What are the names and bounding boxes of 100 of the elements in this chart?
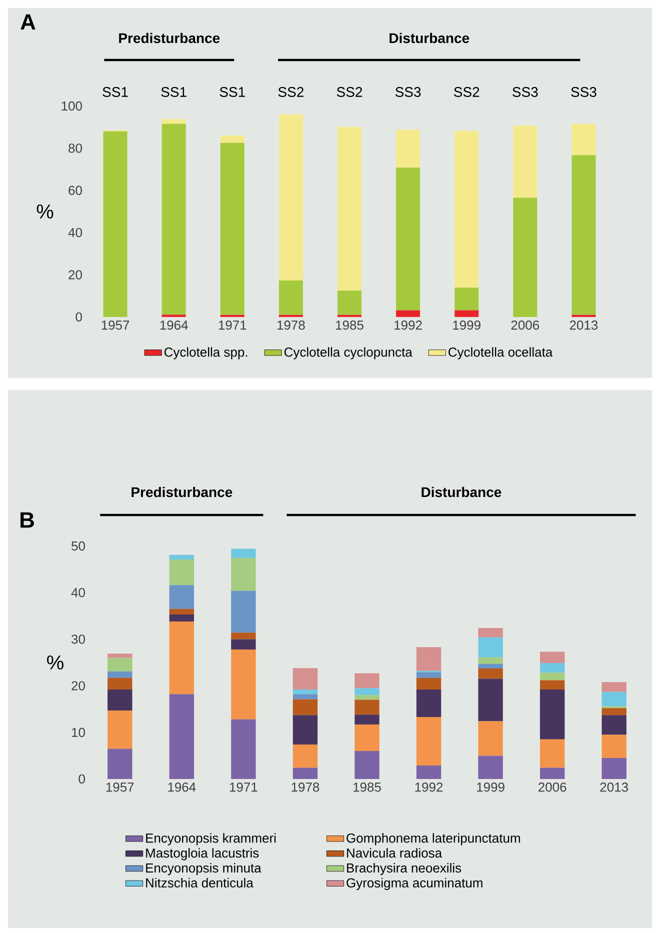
bar xyxy=(540,672,565,680)
bar xyxy=(354,688,380,696)
text: SS1 xyxy=(161,87,186,97)
x-tick-label: 1978 xyxy=(292,782,320,792)
bar xyxy=(513,198,538,317)
x-tick-label: 1957 xyxy=(106,782,134,792)
x-tick-label: 1992 xyxy=(415,782,443,792)
legend-label: Encyonopsis krammeri xyxy=(146,833,276,846)
x-tick-label: 1957 xyxy=(102,320,130,330)
bar xyxy=(169,554,194,560)
y-tick-label: 50 xyxy=(72,541,85,551)
bar xyxy=(231,558,256,591)
bar xyxy=(169,694,194,779)
bar xyxy=(396,310,420,317)
bar xyxy=(169,614,194,622)
y-tick-label: 60 xyxy=(68,186,82,195)
bar xyxy=(292,668,318,690)
bar xyxy=(540,662,565,673)
bar xyxy=(396,168,420,310)
x-tick-label: 2013 xyxy=(600,782,628,792)
bar xyxy=(231,719,256,779)
bar xyxy=(513,126,538,198)
x-tick-label: 1985 xyxy=(336,320,364,330)
legend-label: Brachysira neoexilis xyxy=(347,863,462,876)
text: SS3 xyxy=(395,87,421,97)
bar xyxy=(354,700,380,715)
bar xyxy=(478,721,503,756)
text: Predisturbance xyxy=(119,32,220,44)
x-tick-label: 2006 xyxy=(511,320,540,330)
bar xyxy=(454,130,479,288)
bar xyxy=(416,647,442,671)
chart-title: A xyxy=(20,14,36,30)
legend-label: Gyrosigma acuminatum xyxy=(346,878,482,890)
y-axis-title: % xyxy=(36,204,54,218)
bar xyxy=(292,768,318,779)
bar xyxy=(416,690,442,718)
bar xyxy=(478,657,503,664)
bar xyxy=(220,142,244,315)
legend-label: Nitzschia denticula xyxy=(146,878,254,888)
x-tick-label: 1964 xyxy=(168,782,196,792)
text: Disturbance xyxy=(390,32,470,44)
y-tick-label: 80 xyxy=(68,144,82,153)
bar xyxy=(231,649,256,720)
bar xyxy=(478,628,503,638)
legend-label: Mastogloia lacustris xyxy=(146,848,259,860)
y-axis-title: % xyxy=(47,655,64,670)
y-tick-label: 0 xyxy=(78,774,85,784)
x-tick-label: 1985 xyxy=(354,782,381,792)
text: SS2 xyxy=(454,87,480,97)
x-tick-label: 1992 xyxy=(394,320,422,330)
bar xyxy=(337,290,362,315)
text: SS3 xyxy=(512,87,538,97)
bar xyxy=(108,710,132,749)
bar xyxy=(354,673,380,688)
legend-label: Encyonopsis minuta xyxy=(146,863,262,876)
bar xyxy=(416,717,442,766)
legend-label: Gomphonema lateripunctatum xyxy=(346,833,520,846)
bar xyxy=(454,288,479,310)
bar xyxy=(602,708,626,716)
x-tick-label: 2013 xyxy=(570,320,598,330)
bar xyxy=(108,654,132,658)
y-tick-label: 10 xyxy=(72,728,85,737)
bar xyxy=(602,692,626,706)
legend-label: Cyclotella ocellata xyxy=(448,347,553,360)
y-tick-label: 100 xyxy=(62,101,82,111)
bar xyxy=(354,714,380,724)
y-tick-label: 20 xyxy=(68,270,82,280)
bar xyxy=(478,668,503,679)
chart-title: B xyxy=(20,512,34,528)
x-tick-label: 2006 xyxy=(538,782,566,792)
bar xyxy=(602,758,626,779)
bar xyxy=(103,131,128,317)
y-tick-label: 30 xyxy=(72,634,85,644)
bar xyxy=(540,690,565,740)
bar xyxy=(572,124,596,156)
bar xyxy=(478,678,503,722)
bar xyxy=(108,678,132,690)
text: SS1 xyxy=(220,87,245,97)
bar xyxy=(292,715,318,745)
bar xyxy=(572,155,596,315)
bar xyxy=(169,621,194,694)
bar xyxy=(292,690,318,694)
legend-label: Cyclotella spp. xyxy=(164,347,248,360)
text: SS2 xyxy=(278,87,304,97)
bar xyxy=(602,734,626,758)
x-tick-label: 1971 xyxy=(230,782,258,792)
bar xyxy=(540,652,565,663)
legend-label: Navicula radiosa xyxy=(347,848,442,858)
bar xyxy=(231,548,256,558)
bar xyxy=(354,751,380,779)
bar xyxy=(416,765,442,779)
y-tick-label: 40 xyxy=(71,588,85,598)
bar xyxy=(354,695,380,700)
bar xyxy=(169,585,194,609)
bar xyxy=(478,664,503,669)
bar xyxy=(231,639,256,650)
bar xyxy=(478,756,503,779)
x-tick-label: 1999 xyxy=(453,320,480,330)
bar xyxy=(169,560,194,586)
bar xyxy=(220,136,244,143)
